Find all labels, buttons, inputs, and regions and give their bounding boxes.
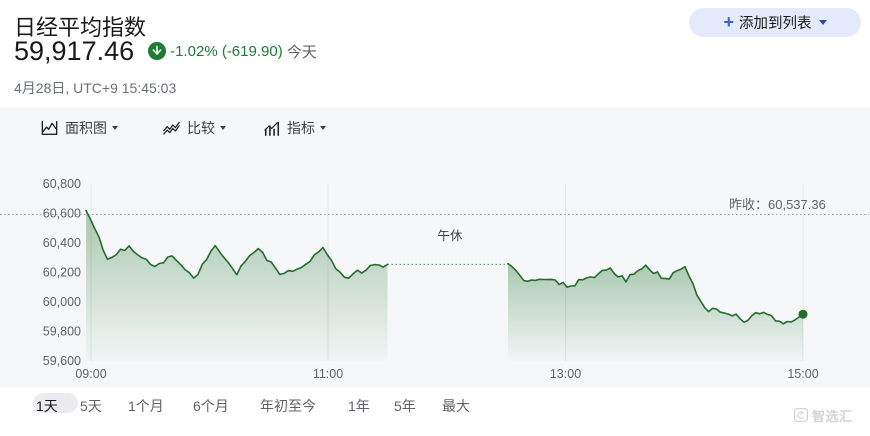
- svg-text:15:00: 15:00: [787, 367, 818, 381]
- svg-text:60,800: 60,800: [43, 177, 81, 191]
- svg-text:昨收：60,537.36: 昨收：60,537.36: [729, 197, 826, 212]
- svg-text:59,600: 59,600: [43, 354, 81, 368]
- svg-text:60,600: 60,600: [43, 207, 81, 221]
- svg-text:60,000: 60,000: [43, 295, 81, 309]
- svg-text:60,200: 60,200: [43, 266, 81, 280]
- svg-text:午休: 午休: [437, 229, 463, 243]
- svg-text:60,400: 60,400: [43, 236, 81, 250]
- svg-text:59,800: 59,800: [43, 325, 81, 339]
- svg-text:11:00: 11:00: [313, 367, 343, 381]
- svg-text:13:00: 13:00: [550, 367, 581, 381]
- svg-text:09:00: 09:00: [75, 367, 106, 381]
